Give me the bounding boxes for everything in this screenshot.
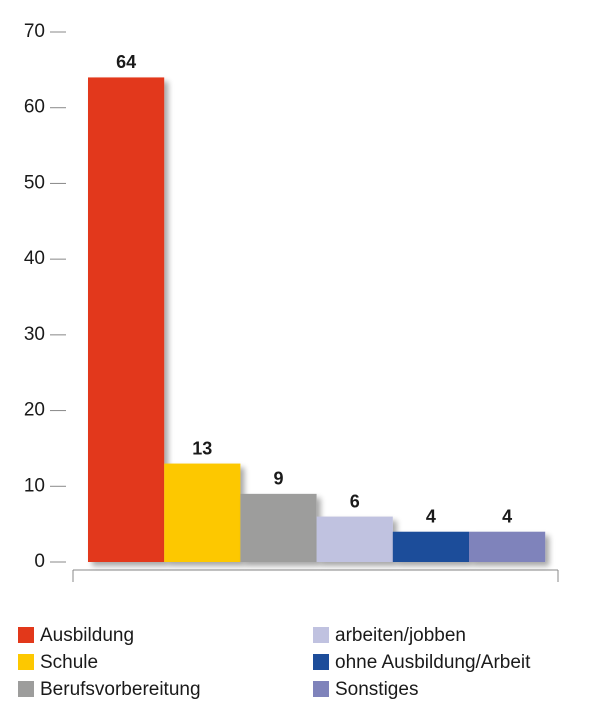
legend-swatch — [18, 681, 34, 697]
legend-label: ohne Ausbildung/Arbeit — [335, 652, 531, 673]
legend-label: Sonstiges — [335, 679, 418, 700]
legend-label: Ausbildung — [40, 625, 134, 646]
value-label: 6 — [350, 491, 360, 511]
legend-swatch — [18, 627, 34, 643]
bar — [88, 77, 165, 562]
y-tick-label: 50 — [24, 172, 45, 193]
bar — [469, 531, 546, 562]
value-label: 4 — [502, 506, 512, 526]
y-tick-label: 10 — [24, 475, 45, 496]
legend-swatch — [313, 681, 329, 697]
bar — [164, 463, 241, 562]
y-tick-label: 30 — [24, 324, 45, 345]
value-label: 64 — [116, 52, 136, 72]
legend-label: Berufsvorbereitung — [40, 679, 201, 700]
value-label: 4 — [426, 506, 436, 526]
y-tick-label: 0 — [34, 551, 45, 572]
value-label: 13 — [192, 438, 212, 458]
y-tick-label: 40 — [24, 248, 45, 269]
legend-swatch — [18, 654, 34, 670]
value-label: 9 — [273, 469, 283, 489]
y-tick-label: 60 — [24, 97, 45, 118]
legend-label: arbeiten/jobben — [335, 625, 466, 646]
y-tick-label: 70 — [24, 21, 45, 42]
legend-swatch — [313, 654, 329, 670]
legend-label: Schule — [40, 652, 98, 673]
bar — [316, 516, 393, 562]
legend-swatch — [313, 627, 329, 643]
bar — [240, 493, 317, 562]
bar — [392, 531, 469, 562]
y-tick-label: 20 — [24, 400, 45, 421]
